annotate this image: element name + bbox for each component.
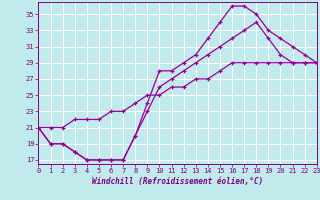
X-axis label: Windchill (Refroidissement éolien,°C): Windchill (Refroidissement éolien,°C) bbox=[92, 177, 263, 186]
